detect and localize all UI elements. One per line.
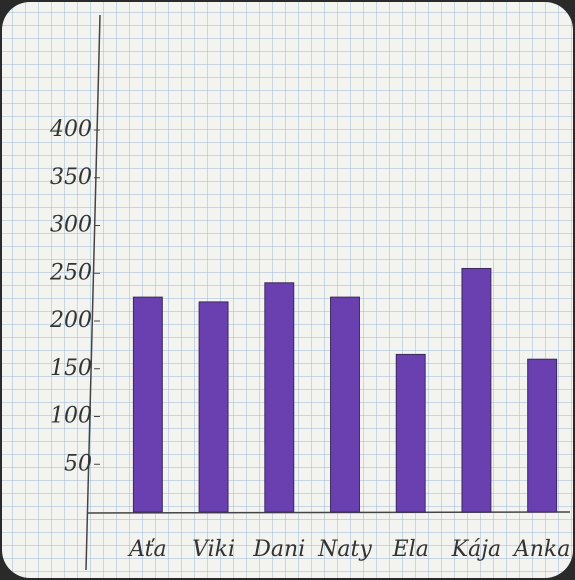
bar (395, 353, 426, 513)
y-tick-label: 300 (50, 213, 92, 238)
y-tick-label: 100 (50, 404, 92, 429)
bar (330, 296, 360, 513)
x-tick-label: Ela (392, 537, 429, 562)
y-tick-label: 150 (50, 356, 92, 381)
x-tick-label: Kája (451, 537, 502, 562)
bar (264, 282, 295, 513)
bar (461, 267, 492, 513)
bar (132, 296, 163, 513)
y-tick-label: 350 (50, 165, 92, 190)
bar (198, 301, 229, 513)
y-tick-label: 400 (49, 117, 92, 142)
y-axis (85, 14, 101, 571)
bar (527, 358, 558, 513)
y-tick-label: 250 (49, 260, 92, 285)
x-tick-label: Naty (317, 537, 372, 562)
x-tick-label: Aťa (127, 537, 166, 562)
x-tick-label: Dani (252, 537, 305, 562)
x-tick-label: Viki (192, 537, 235, 562)
y-tick-label: 50 (64, 451, 92, 476)
y-tick-label: 200 (49, 308, 92, 333)
x-tick-label: Anka (512, 537, 571, 562)
